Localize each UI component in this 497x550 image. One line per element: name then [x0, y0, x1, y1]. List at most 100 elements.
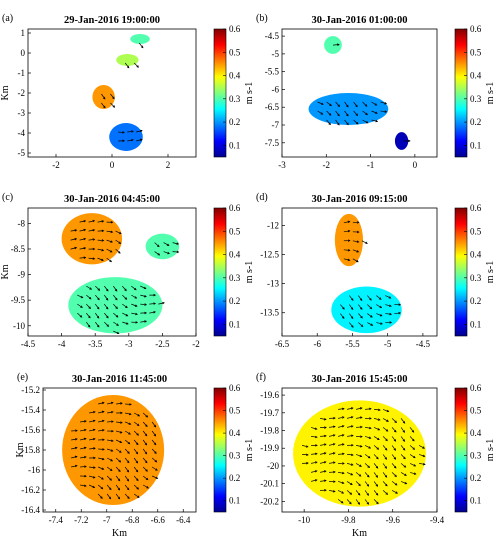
- velocity-arrowhead: [385, 492, 389, 495]
- y-tick-label: -15.2: [21, 385, 40, 395]
- velocity-arrowhead: [144, 433, 148, 437]
- velocity-arrowhead: [109, 478, 112, 481]
- y-tick-label: -8.5: [11, 244, 26, 254]
- velocity-arrow: [362, 101, 368, 107]
- velocity-arrowhead: [386, 419, 389, 422]
- colorbar-tick-label: 0.2: [470, 473, 481, 483]
- velocity-arrowhead: [83, 428, 87, 432]
- velocity-arrow: [142, 448, 147, 455]
- velocity-arrow: [310, 427, 317, 430]
- velocity-arrowhead: [118, 469, 121, 473]
- velocity-arrow: [338, 416, 345, 419]
- velocity-arrowhead: [101, 401, 105, 405]
- velocity-arrow: [106, 457, 113, 462]
- velocity-arrow: [373, 490, 379, 496]
- velocity-arrowhead: [407, 139, 411, 143]
- velocity-arrow: [107, 421, 114, 423]
- velocity-arrow: [391, 472, 397, 477]
- y-tick-label: -5.5: [265, 67, 280, 77]
- velocity-arrow: [382, 490, 388, 495]
- velocity-arrowhead: [126, 469, 130, 473]
- velocity-arrowhead: [106, 288, 109, 292]
- velocity-arrowhead: [324, 488, 327, 492]
- velocity-arrow: [106, 466, 113, 471]
- velocity-arrowhead: [404, 481, 408, 485]
- velocity-arrowhead: [359, 445, 363, 448]
- velocity-arrowhead: [384, 110, 388, 113]
- velocity-arrow: [149, 303, 156, 305]
- colorbar-tick-label: 0.4: [470, 428, 482, 438]
- velocity-arrow: [364, 472, 370, 478]
- velocity-arrow: [107, 411, 114, 414]
- velocity-arrowhead: [135, 469, 139, 473]
- velocity-arrowhead: [110, 449, 114, 452]
- y-tick-label: -9.5: [11, 295, 26, 305]
- velocity-arrow: [98, 402, 105, 405]
- velocity-arrowhead: [144, 451, 148, 455]
- velocity-arrowhead: [378, 408, 381, 412]
- velocity-arrowhead: [109, 259, 112, 263]
- velocity-arrow: [337, 434, 344, 437]
- velocity-arrow: [337, 425, 344, 428]
- velocity-arrow: [343, 249, 350, 251]
- velocity-arrow: [364, 463, 370, 468]
- y-tick-label: -20: [267, 461, 279, 471]
- velocity-arrowhead: [153, 424, 157, 428]
- velocity-arrow: [391, 490, 398, 494]
- velocity-arrowhead: [379, 305, 383, 309]
- velocity-arrow: [380, 110, 387, 113]
- velocity-arrow: [400, 418, 406, 424]
- velocity-arrowhead: [135, 312, 138, 316]
- velocity-arrow: [346, 472, 353, 476]
- velocity-arrow: [133, 62, 139, 68]
- velocity-arrow: [400, 427, 405, 433]
- velocity-arrow: [382, 472, 388, 478]
- velocity-arrow: [343, 230, 350, 233]
- velocity-arrow: [97, 248, 104, 251]
- velocity-arrowhead: [323, 470, 327, 473]
- velocity-arrow: [142, 466, 148, 472]
- velocity-arrow: [125, 412, 132, 415]
- velocity-arrow: [127, 139, 134, 142]
- velocity-arrow: [80, 466, 87, 468]
- y-axis-label: Km: [0, 85, 11, 100]
- velocity-arrow: [391, 454, 396, 460]
- velocity-arrow: [358, 304, 363, 310]
- velocity-arrow: [115, 475, 121, 481]
- velocity-arrow: [319, 461, 326, 464]
- velocity-arrow: [400, 445, 406, 451]
- current-region: [109, 123, 143, 151]
- velocity-arrowhead: [337, 122, 340, 126]
- velocity-arrowhead: [105, 306, 109, 310]
- velocity-arrowhead: [101, 220, 105, 223]
- velocity-arrow: [409, 463, 416, 467]
- velocity-arrowhead: [378, 297, 382, 300]
- velocity-arrow: [142, 421, 148, 427]
- velocity-arrow: [355, 407, 362, 410]
- velocity-arrowhead: [350, 316, 354, 319]
- velocity-arrowhead: [360, 435, 363, 438]
- velocity-arrow: [391, 463, 397, 469]
- plot-area: [308, 36, 411, 150]
- velocity-arrowhead: [385, 429, 389, 432]
- velocity-arrow: [326, 101, 332, 106]
- velocity-arrow: [133, 457, 138, 464]
- velocity-arrow: [380, 101, 387, 105]
- velocity-arrowhead: [102, 96, 106, 100]
- velocity-arrowhead: [324, 479, 327, 483]
- y-tick-label: -1: [18, 68, 26, 78]
- velocity-arrowhead: [413, 472, 417, 475]
- velocity-arrow: [358, 313, 363, 319]
- velocity-arrowhead: [74, 455, 78, 459]
- velocity-arrow: [133, 475, 139, 481]
- velocity-arrowhead: [403, 465, 407, 468]
- velocity-arrowhead: [367, 455, 371, 459]
- velocity-arrow: [373, 472, 378, 478]
- y-tick-label: -10: [13, 321, 25, 331]
- plot-area: [92, 34, 150, 151]
- y-tick-label: -13.5: [260, 308, 279, 318]
- panel-title: 30-Jan-2016 15:45:00: [312, 374, 408, 385]
- velocity-arrow: [86, 303, 91, 309]
- y-tick-label: -15.4: [21, 405, 40, 415]
- velocity-arrow: [400, 436, 405, 442]
